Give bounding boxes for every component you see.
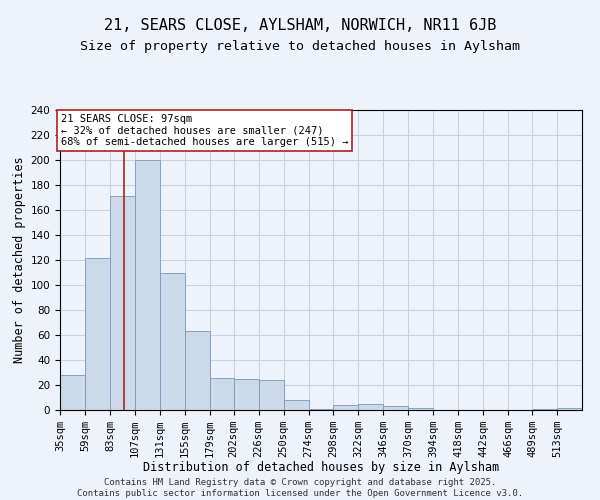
Bar: [233, 379, 259, 410]
Text: Size of property relative to detached houses in Aylsham: Size of property relative to detached ho…: [80, 40, 520, 53]
Bar: [185, 331, 210, 410]
Bar: [308, 409, 334, 410]
Bar: [135, 160, 160, 410]
Bar: [358, 404, 383, 410]
Bar: [210, 378, 233, 410]
Bar: [334, 405, 358, 410]
Text: Contains HM Land Registry data © Crown copyright and database right 2025.
Contai: Contains HM Land Registry data © Crown c…: [77, 478, 523, 498]
Bar: [60, 375, 85, 410]
Bar: [110, 196, 135, 410]
X-axis label: Distribution of detached houses by size in Aylsham: Distribution of detached houses by size …: [143, 462, 499, 474]
Text: 21 SEARS CLOSE: 97sqm
← 32% of detached houses are smaller (247)
68% of semi-det: 21 SEARS CLOSE: 97sqm ← 32% of detached …: [61, 114, 349, 147]
Bar: [383, 406, 409, 410]
Text: 21, SEARS CLOSE, AYLSHAM, NORWICH, NR11 6JB: 21, SEARS CLOSE, AYLSHAM, NORWICH, NR11 …: [104, 18, 496, 32]
Bar: [409, 408, 433, 410]
Bar: [532, 409, 557, 410]
Bar: [557, 408, 582, 410]
Y-axis label: Number of detached properties: Number of detached properties: [13, 156, 26, 364]
Bar: [284, 400, 308, 410]
Bar: [85, 258, 110, 410]
Bar: [160, 272, 185, 410]
Bar: [259, 380, 284, 410]
